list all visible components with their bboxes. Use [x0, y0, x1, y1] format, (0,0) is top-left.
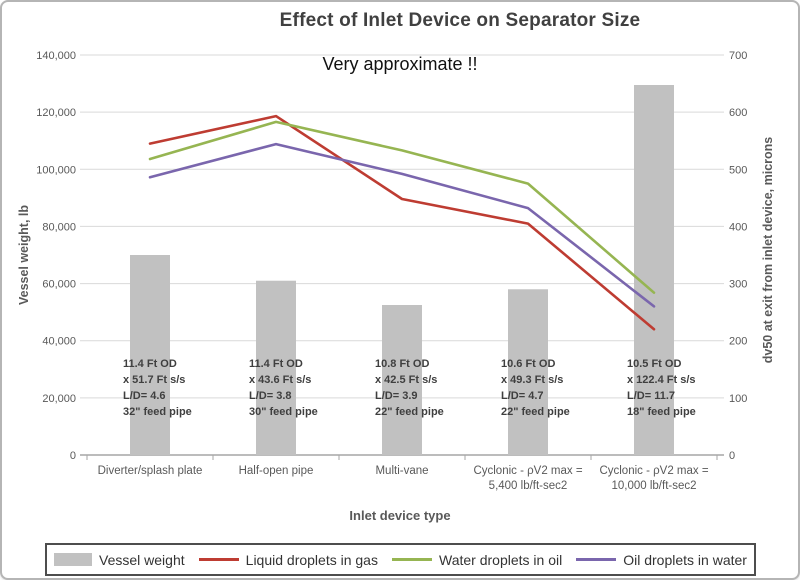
right-axis-tick-label: 200: [729, 336, 747, 348]
left-axis-tick-label: 20,000: [42, 393, 76, 405]
category-label: Half-open pipe: [238, 465, 314, 477]
annotation-line: L/D= 4.6: [123, 390, 166, 402]
vessel-weight-bar: [634, 85, 674, 455]
annotation-line: x 122.4 Ft s/s: [627, 374, 696, 386]
legend-item-water-droplets-in-oil: Water droplets in oil: [392, 552, 562, 568]
vessel-weight-bar: [508, 289, 548, 455]
annotation-line: x 42.5 Ft s/s: [375, 374, 438, 386]
right-axis-tick-label: 100: [729, 393, 747, 405]
vessel-weight-bar: [382, 305, 422, 455]
legend-label: Liquid droplets in gas: [245, 551, 378, 568]
annotation-line: 10.6 Ft OD: [501, 358, 556, 370]
annotation-line: 11.4 Ft OD: [123, 358, 177, 370]
category-label: Diverter/splash plate: [97, 465, 203, 477]
annotation-line: x 43.6 Ft s/s: [249, 374, 312, 386]
right-axis-tick-label: 700: [729, 50, 747, 62]
annotation-line: x 51.7 Ft s/s: [123, 374, 186, 386]
category-label: Cyclonic - ρV2 max = 10,000 lb/ft-sec2: [599, 465, 709, 492]
purple-data-line: [148, 142, 656, 308]
green-line-swatch: [392, 558, 432, 561]
annotation-line: 30" feed pipe: [249, 406, 318, 418]
bar-annotation: 10.8 Ft OD x 42.5 Ft s/s L/D= 3.9 22" feed …: [375, 356, 495, 420]
bar-annotation: 11.4 Ft OD x 43.6 Ft s/s L/D= 3.8 30" feed …: [249, 356, 369, 420]
red-line-swatch: [198, 558, 239, 561]
legend-label: Oil droplets in water: [623, 551, 747, 568]
annotation-line: 18" feed pipe: [627, 406, 696, 418]
x-axis-title: Inlet device type: [349, 508, 451, 523]
legend-item-vessel-weight: Vessel weight: [54, 552, 185, 568]
legend-item-oil-droplets-in-water: Oil droplets in water: [576, 552, 747, 568]
annotation-line: L/D= 3.8: [249, 390, 292, 402]
right-axis-tick-label: 600: [729, 107, 747, 119]
purple-line-swatch: [576, 558, 617, 561]
chart-title: Effect of Inlet Device on Separator Size: [279, 10, 641, 31]
annotation-line: 22" feed pipe: [501, 406, 570, 418]
annotation-line: 10.5 Ft OD: [627, 358, 682, 370]
legend: Vessel weight Liquid droplets in gas Wat…: [45, 543, 756, 576]
bar-annotation: 10.5 Ft OD x 122.4 Ft s/s L/D= 11.7 18" fee…: [627, 356, 747, 420]
left-axis-tick-label: 120,000: [36, 107, 76, 119]
category-label: Cyclonic - ρV2 max = 5,400 lb/ft-sec2: [473, 465, 583, 492]
bar-annotation: 10.6 Ft OD x 49.3 Ft s/s L/D= 4.7 22" feed …: [501, 356, 621, 420]
left-axis-tick-label: 100,000: [36, 164, 76, 176]
category-label: Multi-vane: [375, 465, 429, 477]
left-axis-tick-label: 140,000: [36, 50, 76, 62]
annotation-line: L/D= 3.9: [375, 390, 418, 402]
annotation-line: L/D= 4.7: [501, 390, 544, 402]
green-data-line: [148, 120, 656, 295]
annotation-line: 22" feed pipe: [375, 406, 444, 418]
right-axis-tick-label: 0: [729, 450, 735, 462]
left-axis-tick-label: 0: [70, 450, 76, 462]
annotation-line: 10.8 Ft OD: [375, 358, 430, 370]
vessel-weight-bar: [130, 255, 170, 455]
annotation-line: L/D= 11.7: [627, 390, 676, 402]
legend-label: Water droplets in oil: [439, 551, 563, 568]
annotation-line: 32" feed pipe: [123, 406, 192, 418]
legend-item-liquid-droplets-in-gas: Liquid droplets in gas: [198, 551, 378, 568]
left-axis-title: Vessel weight, lb: [17, 204, 31, 306]
left-axis-tick-label: 60,000: [42, 279, 76, 291]
red-data-line: [148, 114, 656, 331]
left-axis-tick-label: 40,000: [42, 336, 76, 348]
legend-label: Vessel weight: [99, 551, 185, 568]
chart-subtitle: Very approximate !!: [322, 54, 478, 74]
plot-area: 0 0 20,000 100 40,000 200 60,000 300 80,000 400 10…: [36, 50, 747, 462]
right-axis-tick-label: 400: [729, 221, 747, 233]
right-axis-title: dv50 at exit from inlet device, microns: [761, 136, 775, 364]
vessel-weight-bar: [256, 280, 296, 455]
annotation-line: x 49.3 Ft s/s: [501, 374, 564, 386]
bar-annotation: 11.4 Ft OD x 51.7 Ft s/s L/D= 4.6 32" feed …: [123, 356, 243, 420]
vessel-weight-bar-swatch: [54, 553, 93, 566]
right-axis-tick-label: 500: [729, 164, 747, 176]
annotation-line: 11.4 Ft OD: [249, 358, 303, 370]
left-axis-tick-label: 80,000: [42, 221, 76, 233]
right-axis-tick-label: 300: [729, 279, 747, 291]
